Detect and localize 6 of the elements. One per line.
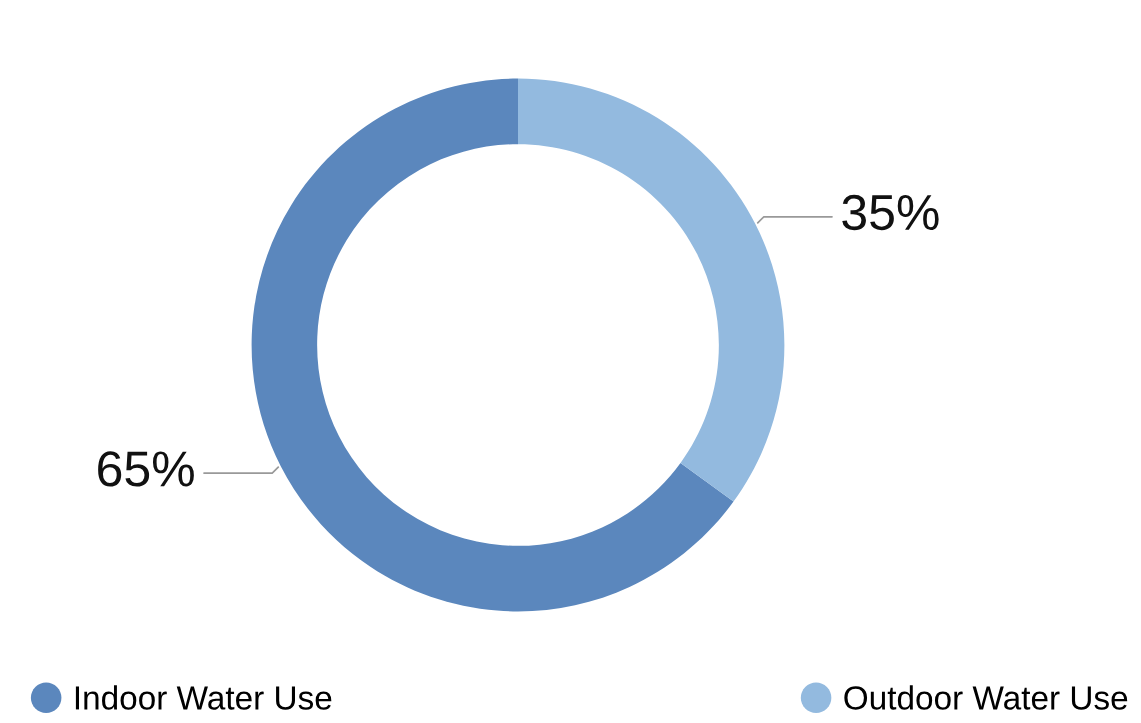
data-label: 65% [98, 451, 194, 487]
donut-slice [518, 78, 785, 502]
donut-slice [251, 78, 734, 612]
data-label: 35% [842, 194, 939, 231]
legend-label: Indoor Water Use [75, 685, 332, 710]
legend-label: Outdoor Water Use [844, 685, 1128, 710]
